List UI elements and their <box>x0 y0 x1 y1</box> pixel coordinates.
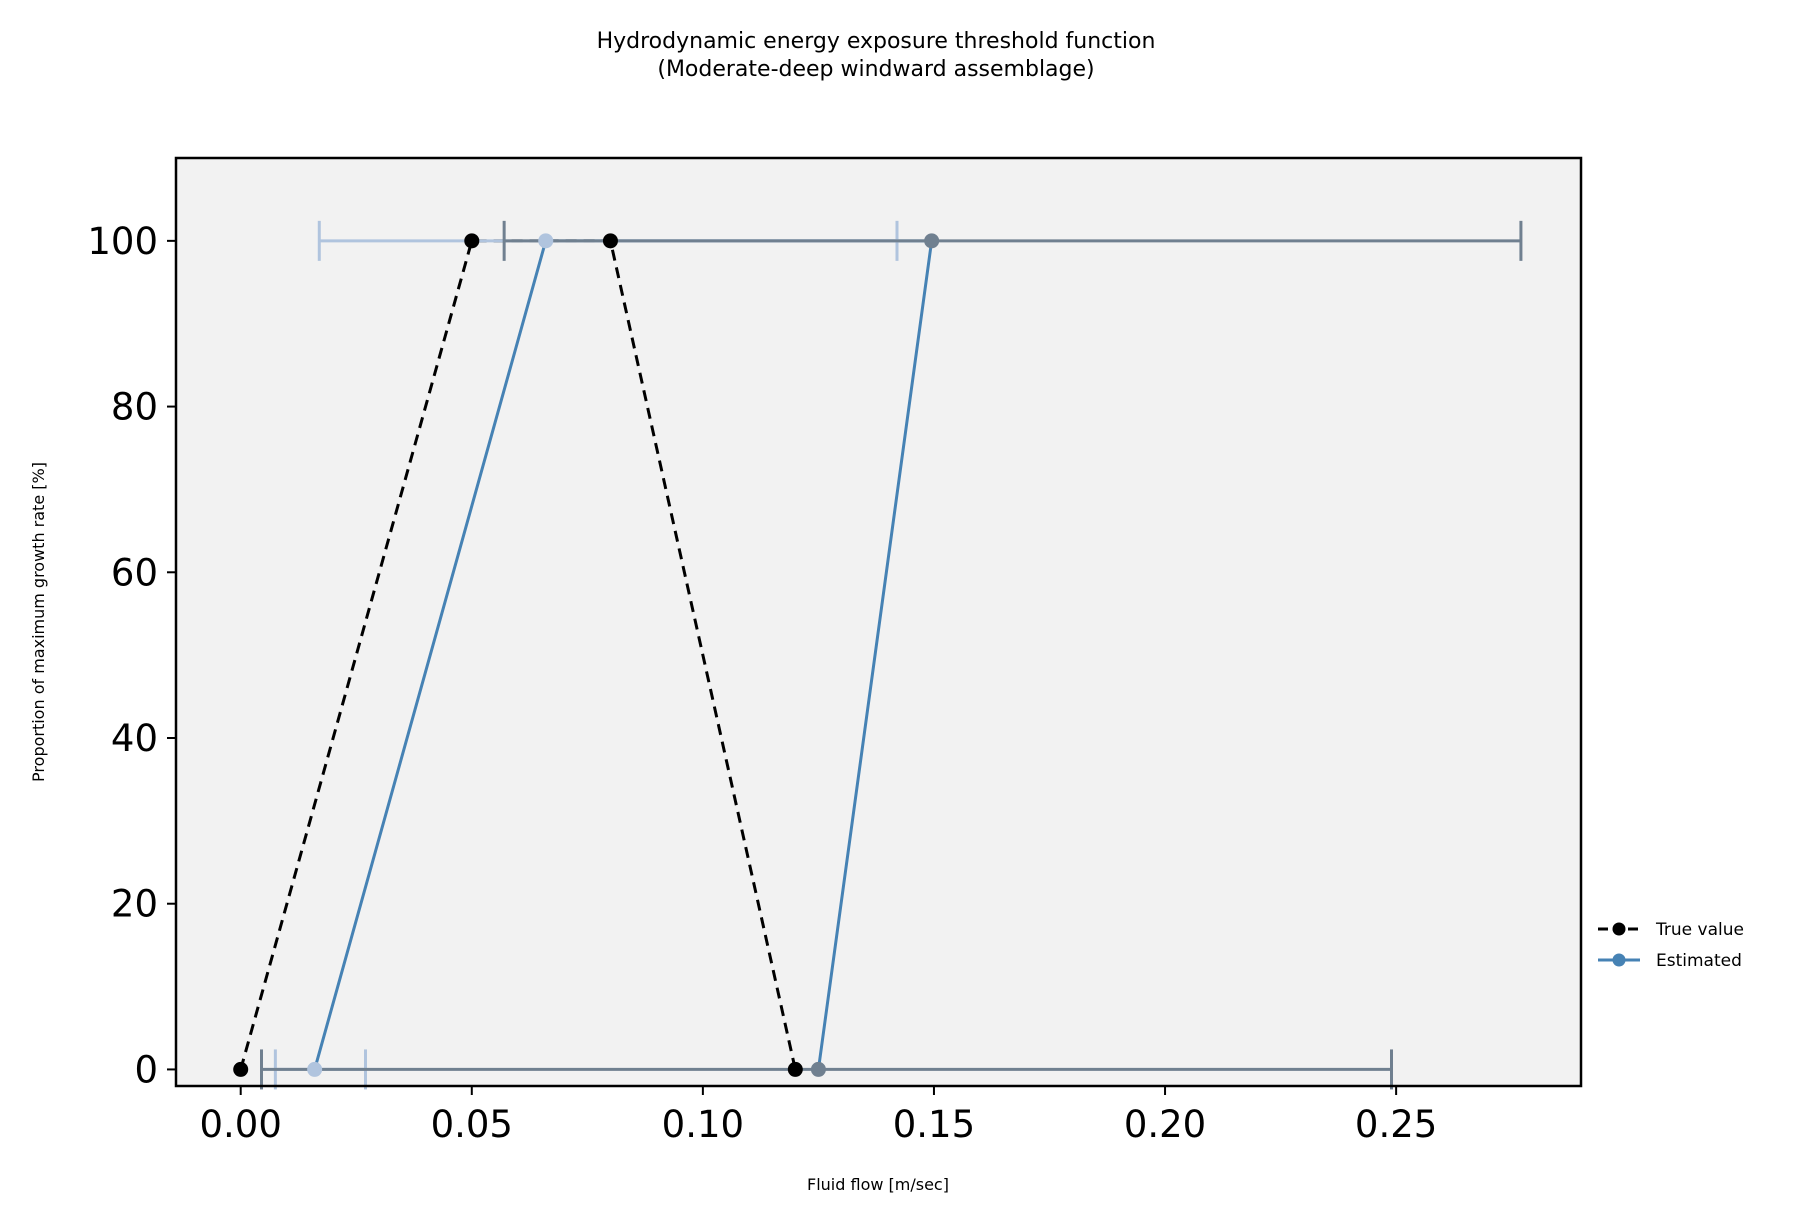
data-point-true-value <box>787 1061 803 1077</box>
legend: True value Estimated <box>1598 920 1744 971</box>
chart-title: Hydrodynamic energy exposure threshold f… <box>597 29 1156 54</box>
legend-marker <box>1612 922 1626 936</box>
y-tick-label: 0 <box>134 1048 158 1091</box>
x-tick-label: 0.10 <box>662 1103 744 1146</box>
errorbar-layer <box>260 220 1523 1090</box>
y-tick-label: 40 <box>111 717 158 760</box>
data-point-true-value <box>602 233 618 249</box>
x-axis-label: Fluid flow [m/sec] <box>807 1175 949 1194</box>
legend-marker <box>1612 953 1626 967</box>
legend-label: True value <box>1655 920 1744 940</box>
data-point-estimated <box>538 233 554 249</box>
error-bar <box>502 220 1523 261</box>
y-tick-label: 100 <box>87 220 158 263</box>
y-tick-label: 80 <box>111 386 158 429</box>
y-axis-label: Proportion of maximum growth rate [%] <box>29 462 48 782</box>
x-tick-label: 0.20 <box>1124 1103 1206 1146</box>
x-tick-label: 0.15 <box>893 1103 975 1146</box>
legend-label: Estimated <box>1656 951 1742 971</box>
data-point-estimated <box>307 1061 323 1077</box>
data-point-estimated <box>810 1061 826 1077</box>
marker-layer <box>233 233 940 1077</box>
plot-frame <box>174 156 1583 1088</box>
x-axis: 0.00 0.05 0.10 0.15 0.20 0.25 <box>200 1086 1437 1146</box>
x-tick-label: 0.05 <box>431 1103 513 1146</box>
x-tick-label: 0.00 <box>200 1103 282 1146</box>
legend-item: Estimated <box>1598 951 1742 971</box>
data-point-estimated <box>924 233 940 249</box>
error-bar <box>260 1049 1394 1090</box>
x-tick-label: 0.25 <box>1355 1103 1437 1146</box>
data-point-true-value <box>464 233 480 249</box>
y-tick-label: 60 <box>111 551 158 594</box>
y-axis: 0 20 40 60 80 100 <box>87 220 176 1091</box>
data-point-true-value <box>233 1061 249 1077</box>
y-tick-label: 20 <box>111 883 158 926</box>
chart-subtitle: (Moderate-deep windward assemblage) <box>657 57 1094 82</box>
series-line-true-value <box>239 239 797 1070</box>
legend-item: True value <box>1598 920 1744 940</box>
